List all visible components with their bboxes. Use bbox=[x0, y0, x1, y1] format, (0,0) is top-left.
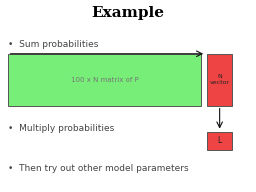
Text: •  Sum probabilities: • Sum probabilities bbox=[8, 40, 98, 49]
Bar bbox=[207, 54, 232, 106]
Text: 100 x N matrix of P: 100 x N matrix of P bbox=[71, 77, 139, 83]
Bar bbox=[207, 132, 232, 150]
Text: L: L bbox=[218, 136, 222, 145]
Text: •  Then try out other model parameters: • Then try out other model parameters bbox=[8, 165, 188, 173]
Text: •  Multiply probabilities: • Multiply probabilities bbox=[8, 124, 114, 133]
Text: N
vector: N vector bbox=[210, 74, 230, 85]
Text: Example: Example bbox=[91, 6, 165, 20]
Bar bbox=[8, 54, 201, 106]
